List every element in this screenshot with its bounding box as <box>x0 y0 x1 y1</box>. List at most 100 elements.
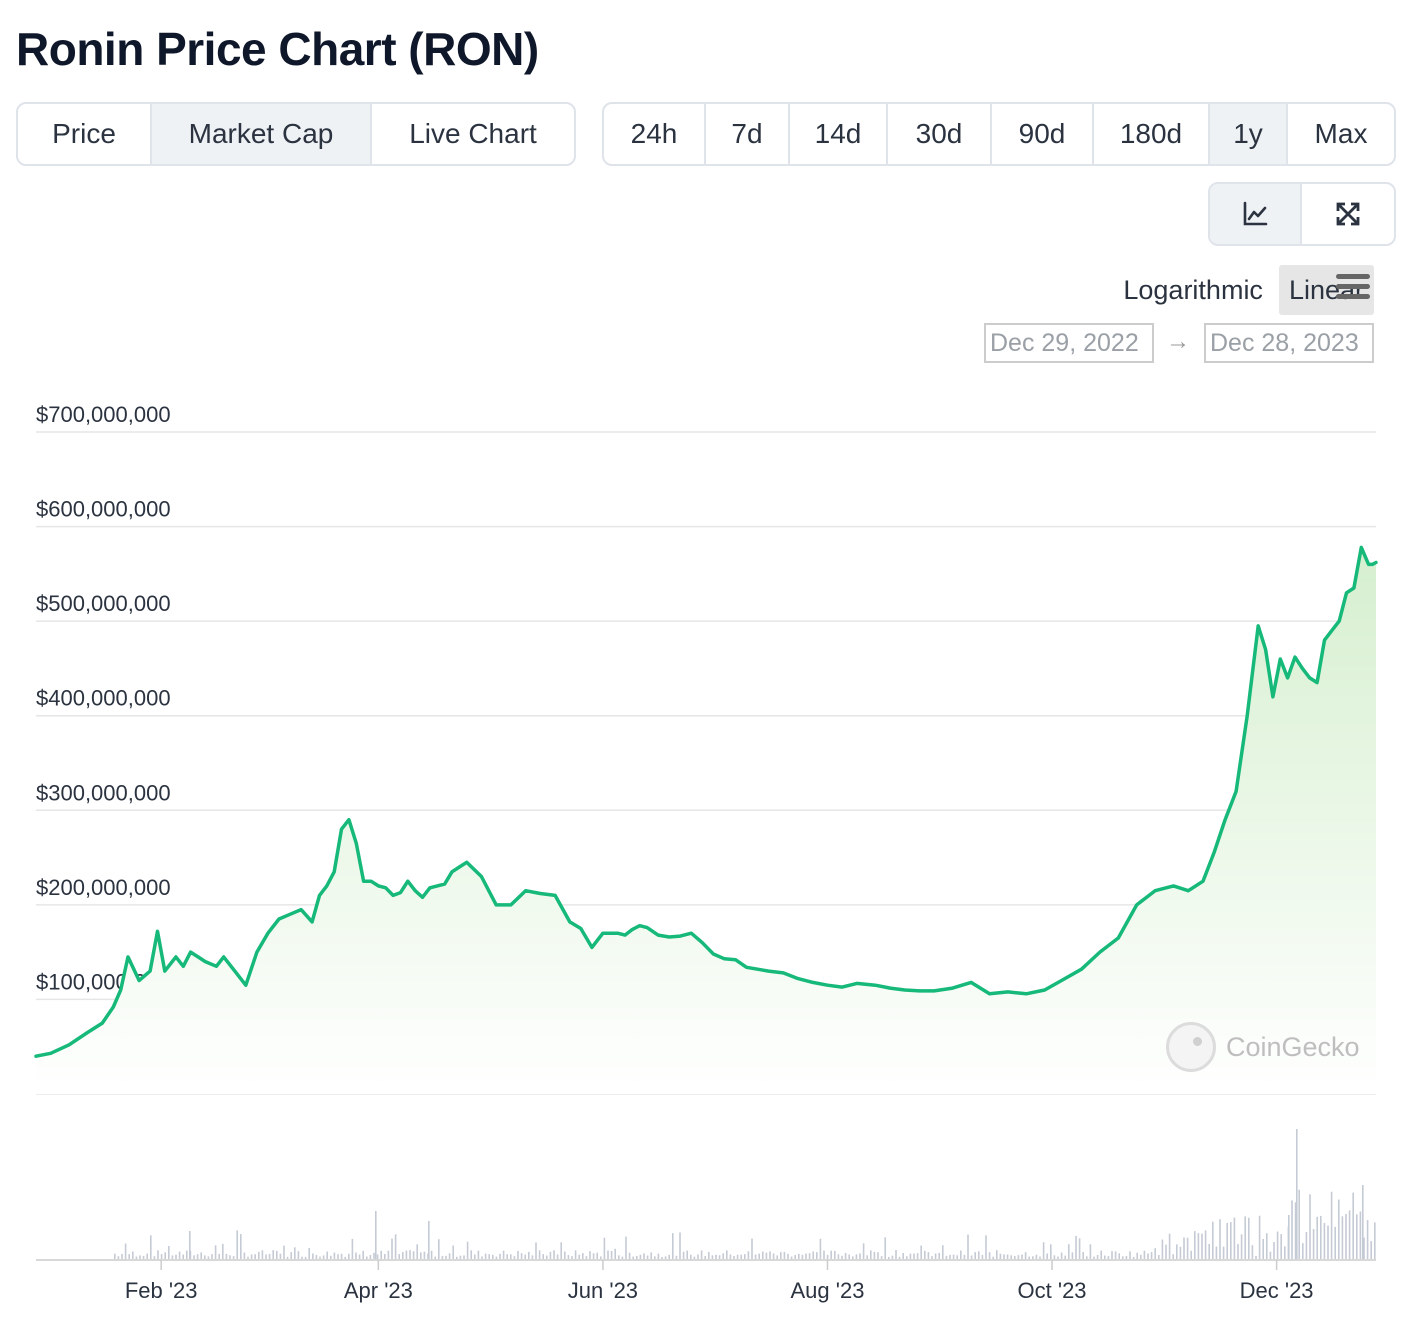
x-tick-label: Feb '23 <box>125 1278 198 1303</box>
tab-market-cap[interactable]: Market Cap <box>152 104 372 164</box>
range-14d-button[interactable]: 14d <box>790 104 888 164</box>
volume-bar <box>1071 1252 1074 1259</box>
volume-bar <box>880 1256 883 1259</box>
volume-bar <box>794 1255 796 1259</box>
volume-bar <box>182 1254 184 1259</box>
volume-bar <box>801 1254 804 1259</box>
range-30d-button[interactable]: 30d <box>888 104 992 164</box>
volume-bar <box>675 1255 678 1259</box>
volume-bar <box>934 1253 937 1259</box>
volume-bar <box>319 1256 321 1259</box>
volume-bar <box>686 1250 688 1259</box>
volume-bar <box>218 1253 220 1259</box>
tab-live-chart[interactable]: Live Chart <box>409 118 537 149</box>
volume-bar <box>477 1250 480 1259</box>
volume-bar <box>693 1256 696 1259</box>
volume-bar <box>387 1250 390 1259</box>
volume-bar <box>366 1256 368 1259</box>
volume-bar <box>1323 1223 1326 1259</box>
volume-bar <box>1363 1237 1365 1259</box>
volume-bar <box>470 1250 472 1259</box>
volume-bar <box>358 1254 361 1259</box>
volume-bar <box>726 1250 728 1259</box>
volume-bar <box>1075 1235 1077 1259</box>
volume-bar <box>614 1248 616 1259</box>
volume-bar <box>456 1256 458 1259</box>
volume-bar <box>229 1255 231 1259</box>
range-90d-button[interactable]: 90d <box>992 104 1094 164</box>
volume-bar <box>1060 1252 1063 1259</box>
volume-bar <box>517 1251 519 1259</box>
volume-bar <box>556 1254 559 1259</box>
volume-bar <box>999 1253 1002 1259</box>
volume-bar <box>1222 1246 1225 1259</box>
volume-bar <box>402 1252 404 1259</box>
volume-bar <box>1136 1252 1138 1259</box>
volume-bar <box>1374 1222 1376 1259</box>
volume-bar <box>1194 1231 1196 1259</box>
volume-bar <box>916 1253 919 1259</box>
date-to-input[interactable]: Dec 28, 2023 <box>1204 323 1374 363</box>
volume-bar <box>585 1256 588 1259</box>
volume-bar <box>153 1256 156 1259</box>
volume-bar <box>643 1253 645 1259</box>
volume-bar <box>484 1253 487 1259</box>
volume-bar <box>1334 1226 1336 1259</box>
volume-bar <box>1053 1255 1056 1259</box>
volume-bar <box>610 1251 613 1259</box>
volume-bar <box>1266 1233 1268 1259</box>
market-cap-chart: $0.00$100,000,000$200,000,000$300,000,00… <box>34 402 1378 1303</box>
tab-price[interactable]: Price <box>18 104 152 164</box>
volume-bar <box>1104 1255 1106 1259</box>
volume-bar <box>384 1254 386 1259</box>
volume-bar <box>780 1252 782 1259</box>
range-max-button[interactable]: Max <box>1314 118 1368 149</box>
range-1y-button[interactable]: 1y <box>1210 104 1288 164</box>
volume-bar <box>942 1245 944 1259</box>
range-24h-button[interactable]: 24h <box>604 104 706 164</box>
volume-bar <box>146 1253 148 1259</box>
volume-bar <box>225 1253 228 1259</box>
volume-bar <box>913 1253 915 1259</box>
volume-bar <box>870 1250 872 1259</box>
volume-bar <box>862 1243 865 1259</box>
date-from-input[interactable]: Dec 29, 2022 <box>984 323 1154 363</box>
line-chart-view-button[interactable] <box>1210 184 1302 244</box>
volume-bar <box>697 1254 699 1259</box>
volume-bar <box>736 1254 739 1259</box>
volume-bar <box>405 1250 408 1259</box>
logarithmic-scale-button[interactable]: Logarithmic <box>1123 274 1263 305</box>
volume-bar <box>1219 1219 1221 1259</box>
volume-bar <box>931 1256 933 1259</box>
volume-bar <box>1370 1241 1372 1259</box>
volume-bar <box>992 1256 994 1259</box>
volume-bar <box>661 1257 663 1259</box>
volume-bar <box>679 1232 681 1259</box>
volume-bar <box>1284 1246 1286 1259</box>
volume-bar <box>1086 1256 1088 1259</box>
volume-bar <box>247 1256 249 1259</box>
volume-bar <box>927 1252 930 1259</box>
volume-bar <box>938 1252 940 1259</box>
volume-bar <box>135 1256 138 1259</box>
fullscreen-icon <box>1336 202 1360 226</box>
volume-bar <box>1078 1238 1081 1259</box>
range-180d-button[interactable]: 180d <box>1094 104 1210 164</box>
hamburger-menu-icon[interactable] <box>1336 274 1370 300</box>
volume-bar <box>232 1256 235 1259</box>
range-7d-button[interactable]: 7d <box>706 104 790 164</box>
volume-bar <box>132 1251 134 1259</box>
linear-scale-button[interactable]: Linear <box>1278 265 1374 315</box>
volume-bar <box>808 1253 811 1259</box>
volume-bar <box>409 1250 411 1259</box>
volume-bar <box>1237 1243 1239 1259</box>
fullscreen-button[interactable] <box>1302 184 1394 244</box>
x-tick-label: Jun '23 <box>568 1278 638 1303</box>
volume-bar <box>1186 1237 1189 1259</box>
volume-bar <box>877 1252 879 1259</box>
volume-bar <box>1294 1202 1297 1259</box>
volume-bar <box>970 1255 973 1259</box>
volume-bar <box>744 1254 746 1259</box>
volume-bar <box>466 1241 469 1259</box>
volume-bar <box>520 1253 523 1259</box>
